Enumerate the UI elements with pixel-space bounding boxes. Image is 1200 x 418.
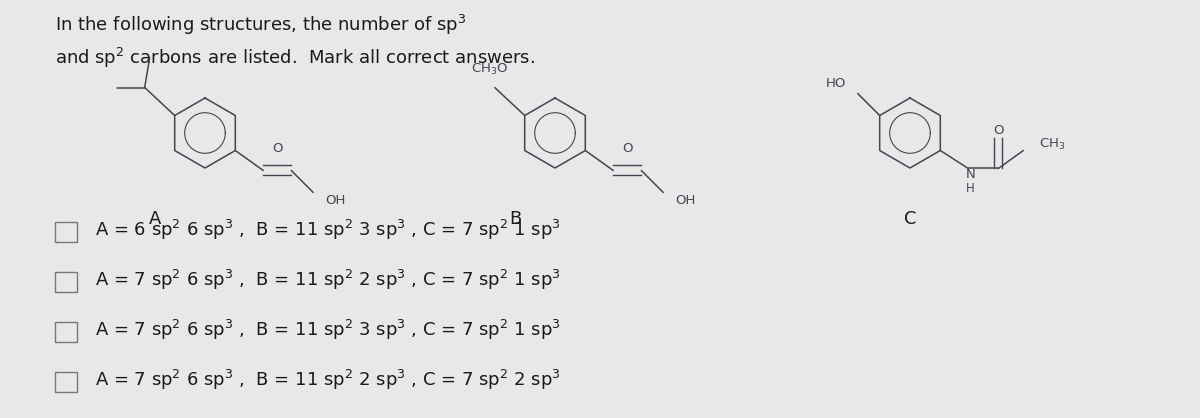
Text: O: O [272,142,282,155]
Text: C: C [904,210,917,228]
Text: OH: OH [676,194,696,207]
Text: In the following structures, the number of sp$^3$: In the following structures, the number … [55,13,467,37]
Text: A: A [149,210,161,228]
Text: B: B [509,210,521,228]
Text: O: O [994,124,1003,137]
Text: H: H [966,182,974,195]
Text: OH: OH [325,194,346,207]
Text: A = 6 sp$^2$ 6 sp$^3$ ,  B = 11 sp$^2$ 3 sp$^3$ , C = 7 sp$^2$ 1 sp$^3$: A = 6 sp$^2$ 6 sp$^3$ , B = 11 sp$^2$ 3 … [95,218,560,242]
Text: CH$_3$: CH$_3$ [1039,137,1066,152]
Text: CH$_3$O: CH$_3$O [472,62,509,77]
Bar [55,222,77,242]
Text: N: N [966,168,976,181]
Bar [55,272,77,292]
Text: A = 7 sp$^2$ 6 sp$^3$ ,  B = 11 sp$^2$ 3 sp$^3$ , C = 7 sp$^2$ 1 sp$^3$: A = 7 sp$^2$ 6 sp$^3$ , B = 11 sp$^2$ 3 … [95,318,560,342]
Text: and sp$^2$ carbons are listed.  Mark all correct answers.: and sp$^2$ carbons are listed. Mark all … [55,46,535,70]
Bar [55,322,77,342]
Text: HO: HO [826,77,846,90]
Text: O: O [622,142,632,155]
Text: A = 7 sp$^2$ 6 sp$^3$ ,  B = 11 sp$^2$ 2 sp$^3$ , C = 7 sp$^2$ 2 sp$^3$: A = 7 sp$^2$ 6 sp$^3$ , B = 11 sp$^2$ 2 … [95,368,560,392]
Text: A = 7 sp$^2$ 6 sp$^3$ ,  B = 11 sp$^2$ 2 sp$^3$ , C = 7 sp$^2$ 1 sp$^3$: A = 7 sp$^2$ 6 sp$^3$ , B = 11 sp$^2$ 2 … [95,268,560,292]
Bar [55,372,77,392]
